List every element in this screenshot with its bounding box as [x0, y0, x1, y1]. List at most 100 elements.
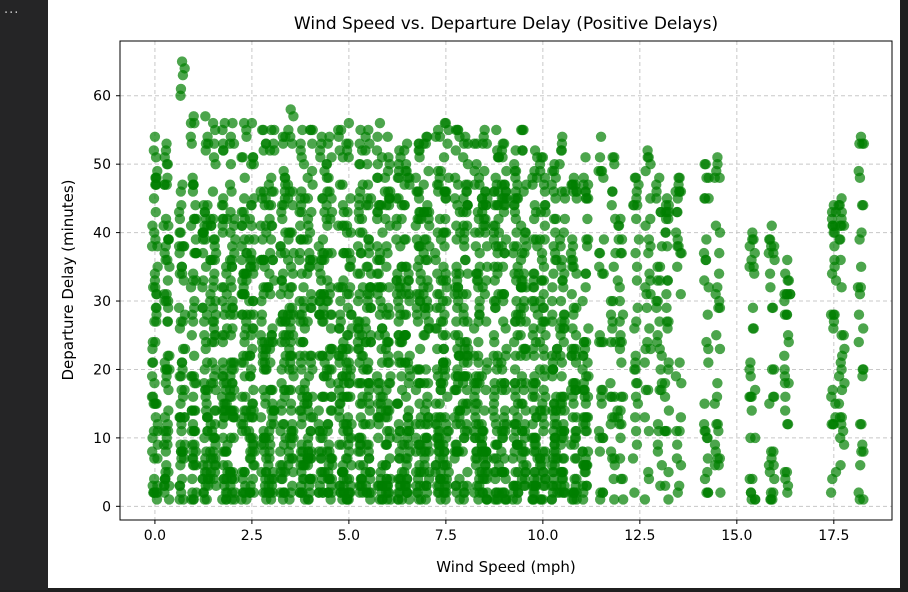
- scatter-point: [228, 220, 240, 231]
- scatter-point: [354, 460, 365, 471]
- scatter-point: [577, 480, 589, 491]
- scatter-point: [249, 234, 260, 245]
- scatter-point: [373, 377, 384, 389]
- scatter-point: [275, 425, 286, 437]
- scatter-point: [515, 282, 527, 293]
- scatter-point: [629, 412, 641, 423]
- scatter-point: [674, 425, 685, 437]
- scatter-point: [468, 350, 480, 361]
- scatter-point: [149, 377, 160, 389]
- scatter-point: [247, 439, 258, 450]
- scatter-point: [662, 323, 673, 334]
- cell-output-menu-ellipsis[interactable]: ...: [4, 2, 20, 17]
- scatter-point: [528, 350, 540, 361]
- scatter-point: [393, 487, 404, 498]
- scatter-point: [480, 384, 492, 396]
- scatter-point: [519, 480, 531, 491]
- scatter-point: [631, 186, 642, 197]
- scatter-point: [536, 275, 547, 286]
- scatter-point: [529, 487, 540, 498]
- scatter-point: [430, 460, 441, 471]
- scatter-point: [536, 247, 548, 259]
- scatter-point: [538, 316, 550, 327]
- scatter-point: [659, 377, 671, 389]
- scatter-point: [782, 487, 793, 498]
- scatter-point: [246, 117, 258, 129]
- scatter-point: [283, 124, 294, 136]
- scatter-point: [198, 227, 209, 238]
- scatter-point: [384, 309, 395, 320]
- scatter-point: [671, 206, 683, 218]
- y-tick-label: 20: [93, 362, 111, 378]
- scatter-point: [570, 343, 581, 355]
- scatter-point: [266, 186, 277, 197]
- scatter-point: [391, 288, 403, 300]
- scatter-point: [432, 165, 444, 177]
- scatter-point: [534, 460, 546, 471]
- scatter-point: [654, 172, 665, 184]
- scatter-point: [443, 425, 454, 437]
- scatter-point: [283, 227, 294, 238]
- scatter-point: [365, 302, 376, 314]
- scatter-point: [414, 343, 426, 355]
- scatter-point: [324, 473, 335, 485]
- scatter-point: [555, 350, 566, 361]
- scatter-point: [607, 152, 618, 163]
- scatter-point: [519, 234, 530, 245]
- scatter-point: [462, 268, 473, 279]
- scatter-point: [556, 371, 567, 382]
- scatter-point: [188, 179, 199, 190]
- scatter-point: [160, 213, 172, 225]
- scatter-point: [782, 288, 793, 300]
- scatter-point: [529, 432, 541, 444]
- scatter-point: [699, 193, 711, 204]
- x-tick-label: 5.0: [338, 528, 360, 544]
- scatter-point: [244, 453, 256, 464]
- scatter-point: [651, 186, 662, 197]
- scatter-point: [509, 364, 521, 375]
- scatter-point: [150, 234, 161, 245]
- scatter-point: [437, 316, 449, 327]
- scatter-point: [528, 446, 540, 457]
- scatter-point: [384, 405, 395, 416]
- scatter-point: [652, 330, 663, 341]
- scatter-point: [315, 152, 326, 163]
- scatter-point: [413, 193, 425, 204]
- scatter-point: [400, 453, 411, 464]
- scatter-point: [345, 261, 356, 273]
- scatter-point: [217, 336, 229, 348]
- scatter-point: [159, 480, 170, 491]
- scatter-point: [515, 330, 526, 341]
- scatter-point: [362, 391, 374, 403]
- scatter-point: [853, 309, 865, 320]
- scatter-point: [364, 288, 375, 300]
- y-tick-label: 30: [93, 294, 111, 310]
- scatter-point: [325, 453, 336, 464]
- scatter-point: [362, 158, 373, 170]
- scatter-point: [210, 309, 222, 320]
- scatter-point: [345, 193, 356, 204]
- scatter-point: [323, 350, 334, 361]
- scatter-point: [581, 425, 592, 437]
- scatter-point: [640, 220, 651, 231]
- scatter-point: [539, 234, 550, 245]
- scatter-point: [190, 234, 202, 245]
- scatter-point: [161, 364, 172, 375]
- scatter-point: [501, 165, 512, 177]
- scatter-point: [713, 302, 724, 314]
- scatter-point: [208, 336, 220, 348]
- scatter-point: [381, 425, 393, 437]
- scatter-point: [225, 330, 237, 341]
- scatter-point: [224, 466, 236, 478]
- scatter-point: [660, 425, 671, 437]
- scatter-point: [396, 371, 407, 382]
- scatter-point: [227, 117, 238, 129]
- scatter-point: [482, 193, 493, 204]
- scatter-point: [834, 412, 846, 423]
- scatter-point: [276, 200, 288, 211]
- scatter-point: [188, 494, 199, 505]
- scatter-point: [294, 405, 306, 416]
- scatter-point: [209, 138, 220, 149]
- scatter-point: [326, 152, 337, 163]
- scatter-point: [459, 371, 471, 382]
